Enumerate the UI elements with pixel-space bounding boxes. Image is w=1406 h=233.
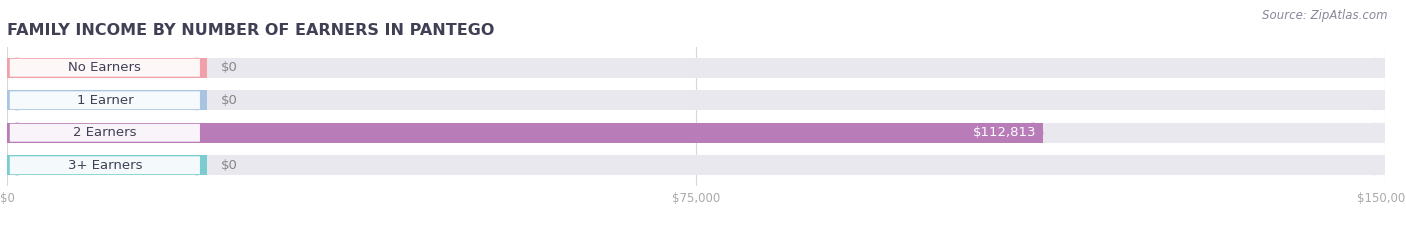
- Ellipse shape: [7, 155, 27, 175]
- Ellipse shape: [7, 90, 27, 110]
- Text: 3+ Earners: 3+ Earners: [67, 159, 142, 172]
- Ellipse shape: [7, 155, 27, 175]
- FancyBboxPatch shape: [7, 155, 207, 175]
- Ellipse shape: [7, 123, 27, 143]
- Ellipse shape: [187, 90, 207, 110]
- Text: $112,813: $112,813: [973, 126, 1036, 139]
- Text: FAMILY INCOME BY NUMBER OF EARNERS IN PANTEGO: FAMILY INCOME BY NUMBER OF EARNERS IN PA…: [7, 24, 495, 38]
- FancyBboxPatch shape: [10, 91, 200, 109]
- Ellipse shape: [1365, 155, 1385, 175]
- FancyBboxPatch shape: [7, 90, 1385, 110]
- Ellipse shape: [1024, 123, 1043, 143]
- Text: $0: $0: [221, 61, 238, 74]
- Ellipse shape: [1365, 58, 1385, 78]
- Text: 1 Earner: 1 Earner: [76, 94, 134, 107]
- Ellipse shape: [7, 123, 27, 143]
- FancyBboxPatch shape: [7, 123, 1385, 143]
- Ellipse shape: [7, 58, 27, 78]
- Ellipse shape: [187, 155, 207, 175]
- Ellipse shape: [1365, 90, 1385, 110]
- FancyBboxPatch shape: [7, 58, 1385, 78]
- Text: Source: ZipAtlas.com: Source: ZipAtlas.com: [1263, 9, 1388, 22]
- FancyBboxPatch shape: [7, 90, 207, 110]
- Ellipse shape: [7, 90, 27, 110]
- FancyBboxPatch shape: [7, 58, 207, 78]
- Ellipse shape: [7, 58, 27, 78]
- Text: $0: $0: [221, 94, 238, 107]
- Text: No Earners: No Earners: [69, 61, 141, 74]
- Text: 2 Earners: 2 Earners: [73, 126, 136, 139]
- FancyBboxPatch shape: [10, 124, 200, 142]
- FancyBboxPatch shape: [10, 156, 200, 174]
- FancyBboxPatch shape: [10, 59, 200, 77]
- Ellipse shape: [187, 58, 207, 78]
- Text: $0: $0: [221, 159, 238, 172]
- Ellipse shape: [1365, 123, 1385, 143]
- FancyBboxPatch shape: [7, 123, 1043, 143]
- FancyBboxPatch shape: [7, 155, 1385, 175]
